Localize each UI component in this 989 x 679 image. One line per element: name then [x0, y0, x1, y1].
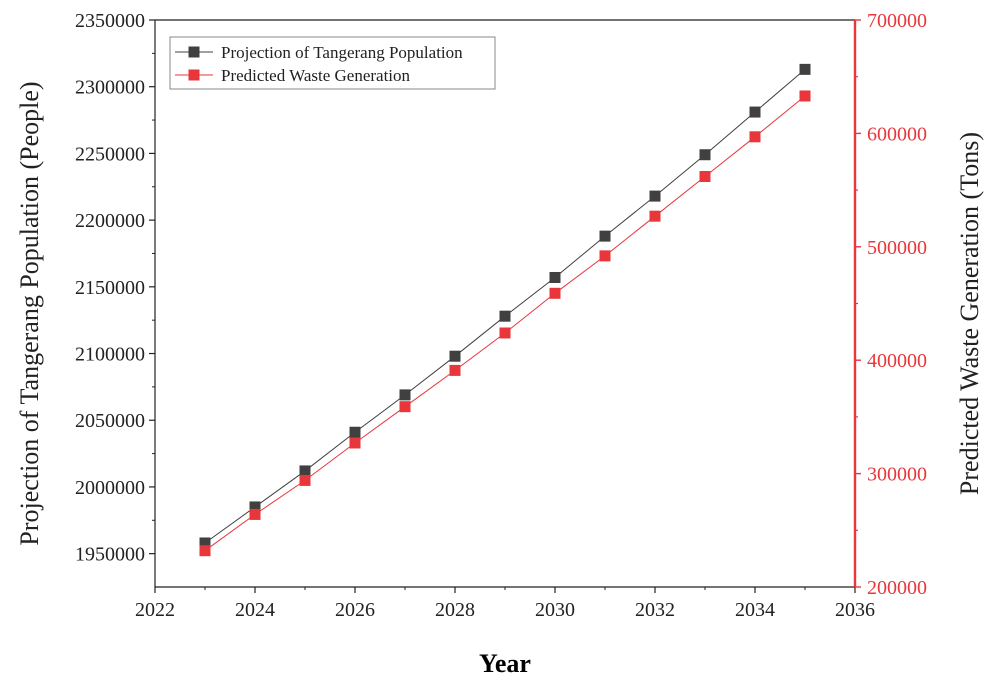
population-data-point [249, 501, 261, 513]
y-axis-left: 1950000 2000000 2050000 2100000 2150000 22000… [75, 10, 155, 566]
y-right-tick-label: 400000 [867, 350, 927, 372]
population-data-point [799, 63, 811, 75]
legend-waste-label: Predicted Waste Generation [221, 66, 411, 85]
x-axis: 2022 2024 2026 2028 2030 2032 2034 2036 [135, 587, 875, 621]
population-data-point [699, 149, 711, 161]
x-axis-title: Year [479, 649, 531, 678]
population-data-point [299, 465, 311, 477]
waste-data-point [499, 327, 511, 339]
x-tick-label: 2026 [335, 599, 375, 621]
population-data-point [349, 426, 361, 438]
y-left-tick-label: 2200000 [75, 210, 145, 232]
population-data-point [649, 190, 661, 202]
waste-data-point [449, 364, 461, 376]
waste-data-point [699, 170, 711, 182]
y-axis-right-title: Predicted Waste Generation (Tons) [955, 132, 984, 495]
legend-box [169, 36, 496, 90]
waste-data-point [549, 287, 561, 299]
waste-data-point [649, 210, 661, 222]
waste-data-point [199, 545, 211, 557]
waste-data-point [799, 90, 811, 102]
y-right-tick-label: 200000 [867, 577, 927, 599]
population-data-point [399, 389, 411, 401]
legend-population-label: Projection of Tangerang Population [221, 43, 463, 62]
x-tick-label: 2022 [135, 599, 175, 621]
waste-data-point [599, 250, 611, 262]
x-tick-label: 2024 [235, 599, 275, 621]
population-data-point [599, 230, 611, 242]
y-right-tick-label: 300000 [867, 464, 927, 486]
waste-data-point [749, 131, 761, 143]
waste-data-point [249, 508, 261, 520]
y-left-tick-label: 2150000 [75, 277, 145, 299]
y-left-tick-label: 2250000 [75, 143, 145, 165]
population-data-point [549, 271, 561, 283]
x-tick-label: 2030 [535, 599, 575, 621]
waste-data-point [349, 437, 361, 449]
waste-series-line [204, 95, 806, 552]
y-left-tick-label: 2050000 [75, 410, 145, 432]
y-axis-right: 200000 300000 400000 500000 600000 700000 [855, 10, 927, 599]
y-left-tick-label: 2100000 [75, 344, 145, 366]
population-data-point [499, 310, 511, 322]
population-data-point [199, 537, 211, 549]
x-tick-label: 2036 [835, 599, 875, 621]
legend: Projection of Tangerang Population Predic… [169, 36, 496, 90]
series-layer [199, 63, 811, 557]
y-right-tick-label: 700000 [867, 10, 927, 32]
y-left-tick-label: 2000000 [75, 477, 145, 499]
y-right-tick-label: 600000 [867, 123, 927, 145]
y-left-tick-label: 2300000 [75, 77, 145, 99]
population-series-line [204, 68, 806, 544]
y-axis-left-title: Projection of Tangerang Population (Peop… [15, 81, 44, 545]
population-data-point [449, 350, 461, 362]
y-right-tick-label: 500000 [867, 237, 927, 259]
x-tick-label: 2034 [735, 599, 775, 621]
waste-data-point [299, 474, 311, 486]
legend-population-marker [188, 46, 200, 58]
waste-data-point [399, 401, 411, 413]
legend-waste-marker [188, 69, 200, 81]
y-left-tick-label: 2350000 [75, 10, 145, 32]
y-left-tick-label: 1950000 [75, 544, 145, 566]
x-tick-label: 2028 [435, 599, 475, 621]
population-data-point [749, 106, 761, 118]
x-tick-label: 2032 [635, 599, 675, 621]
